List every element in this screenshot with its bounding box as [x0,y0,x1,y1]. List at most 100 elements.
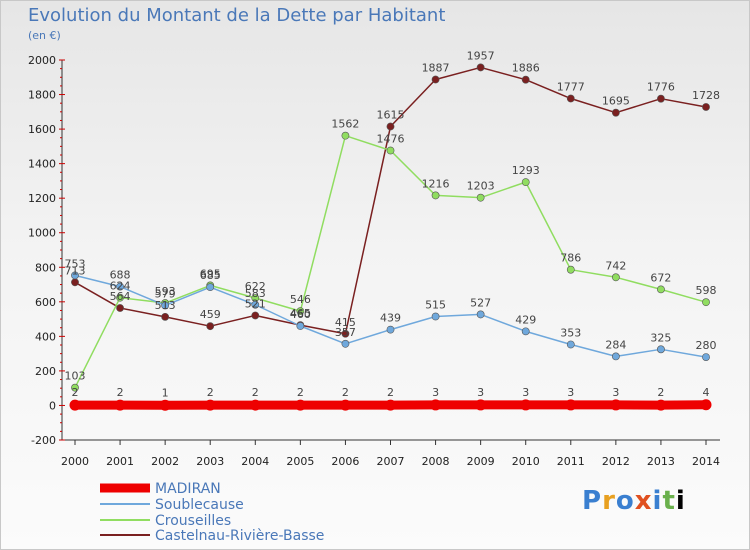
data-label: 465 [290,307,311,320]
x-tick-label: 2002 [151,455,179,468]
data-label: 4 [703,386,710,399]
data-label: 439 [380,312,401,325]
data-label: 429 [515,313,536,326]
data-point [206,283,215,292]
data-label: 325 [650,331,671,344]
y-tick-label: 200 [35,365,56,378]
x-tick-label: 2004 [241,455,269,468]
data-point [430,399,442,411]
data-label: 460 [290,308,311,321]
data-point [611,352,620,361]
data-label: 753 [65,257,86,270]
x-tick-label: 2006 [331,455,359,468]
data-point [657,345,665,354]
data-point [249,399,261,411]
data-point [386,325,395,334]
data-point [431,191,440,200]
data-label: 1293 [512,164,540,177]
logo-letter: t [662,486,676,516]
data-label: 2 [342,386,349,399]
data-labels-layer: 713 564 513 459 521 465 415 1615 1887 1957 1886 177… [65,49,721,399]
data-point [565,399,577,411]
data-point [611,108,620,117]
data-point [521,178,530,187]
data-point [610,399,622,411]
logo-letter: x [634,486,653,516]
data-label: 685 [200,269,221,282]
data-point [385,399,396,411]
y-tick-label: 2000 [28,54,56,67]
data-point [339,399,351,411]
legend-label: MADIRAN [155,481,221,497]
data-point [251,300,260,309]
data-label: 521 [245,297,266,310]
data-label: 2 [657,386,664,399]
data-label: 1216 [422,177,450,190]
data-label: 515 [425,299,446,312]
data-point [566,340,575,349]
data-label: 280 [696,339,717,352]
data-label: 564 [110,290,131,303]
data-point [251,311,260,320]
y-tick-label: 1400 [28,158,56,171]
data-point [476,193,485,202]
data-label: 103 [65,370,86,383]
axes: -200 0 200 400 600 800 1000 1200 1400 1600 1800 200… [28,54,720,468]
data-label: 415 [335,316,356,329]
data-point [521,75,530,84]
logo-letter: i [652,486,663,516]
logo-letter: r [602,486,616,516]
series-layer [69,63,712,411]
data-label: 713 [65,264,86,277]
data-label: 688 [110,269,131,282]
x-tick-label: 2014 [692,455,720,468]
data-label: 3 [612,386,619,399]
data-label: 2 [117,386,124,399]
data-label: 459 [200,308,221,321]
data-point [476,310,485,319]
data-label: 1476 [377,133,405,146]
logo-letter: i [675,486,686,516]
legend-label: Crouseilles [155,513,231,529]
data-point [341,329,350,338]
y-tick-label: 1800 [28,89,56,102]
y-tick-label: 400 [35,330,56,343]
data-point [521,327,530,336]
data-label: 598 [696,284,717,297]
data-point [655,399,667,411]
x-tick-label: 2000 [61,455,89,468]
data-label: 1615 [377,109,405,122]
data-point [161,312,170,321]
data-point [116,282,124,291]
x-tick-label: 2007 [377,455,405,468]
data-label: 2 [387,386,394,399]
data-label: 353 [560,326,581,339]
data-point [341,131,350,140]
chart-title: Evolution du Montant de la Dette par Hab… [28,5,446,26]
y-tick-label: -200 [31,434,56,447]
x-tick-label: 2008 [422,455,450,468]
x-tick-label: 2003 [196,455,224,468]
data-point [700,399,712,411]
y-tick-label: 1200 [28,192,56,205]
data-label: 1203 [467,180,495,193]
legend-label: Castelnau-Rivière-Basse [155,528,324,544]
data-label: 1777 [557,81,585,94]
data-point [69,399,81,411]
data-label: 1887 [422,62,450,75]
data-point [611,273,620,282]
data-label: 1886 [512,62,540,75]
data-point [476,63,485,72]
data-point [71,271,79,280]
chart-subtitle: (en €) [28,29,61,42]
data-point [386,122,395,131]
data-point [702,298,710,307]
data-point [475,399,487,411]
legend-label: Soublecause [155,497,244,513]
data-label: 579 [155,287,176,300]
data-label: 2 [207,386,214,399]
data-point [341,339,350,348]
data-point [116,304,124,312]
